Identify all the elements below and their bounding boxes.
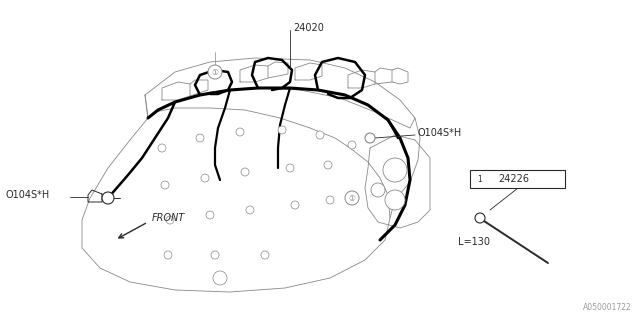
Text: FRONT: FRONT: [152, 213, 185, 223]
Circle shape: [158, 144, 166, 152]
Circle shape: [161, 181, 169, 189]
Circle shape: [385, 190, 405, 210]
Text: A050001722: A050001722: [583, 303, 632, 312]
Text: 1: 1: [477, 174, 483, 183]
Circle shape: [316, 131, 324, 139]
Circle shape: [236, 128, 244, 136]
Circle shape: [345, 191, 359, 205]
Circle shape: [206, 211, 214, 219]
Text: ①: ①: [212, 68, 218, 76]
FancyBboxPatch shape: [470, 170, 565, 188]
Circle shape: [261, 251, 269, 259]
Text: 24226: 24226: [498, 174, 529, 184]
Text: 24020: 24020: [293, 23, 324, 33]
Text: O104S*H: O104S*H: [5, 190, 49, 200]
Circle shape: [213, 271, 227, 285]
Text: O104S*H: O104S*H: [418, 128, 462, 138]
Circle shape: [383, 158, 407, 182]
Circle shape: [196, 134, 204, 142]
Circle shape: [348, 141, 356, 149]
Circle shape: [241, 168, 249, 176]
Circle shape: [291, 201, 299, 209]
Circle shape: [211, 251, 219, 259]
Circle shape: [473, 172, 487, 186]
Circle shape: [166, 216, 174, 224]
Circle shape: [208, 65, 222, 79]
Circle shape: [475, 213, 485, 223]
Circle shape: [365, 133, 375, 143]
Circle shape: [326, 196, 334, 204]
Circle shape: [286, 164, 294, 172]
Circle shape: [164, 251, 172, 259]
Text: L=130: L=130: [458, 237, 490, 247]
Text: ①: ①: [349, 194, 355, 203]
Circle shape: [201, 174, 209, 182]
Circle shape: [102, 192, 114, 204]
Circle shape: [246, 206, 254, 214]
Circle shape: [278, 126, 286, 134]
Circle shape: [324, 161, 332, 169]
Circle shape: [371, 183, 385, 197]
